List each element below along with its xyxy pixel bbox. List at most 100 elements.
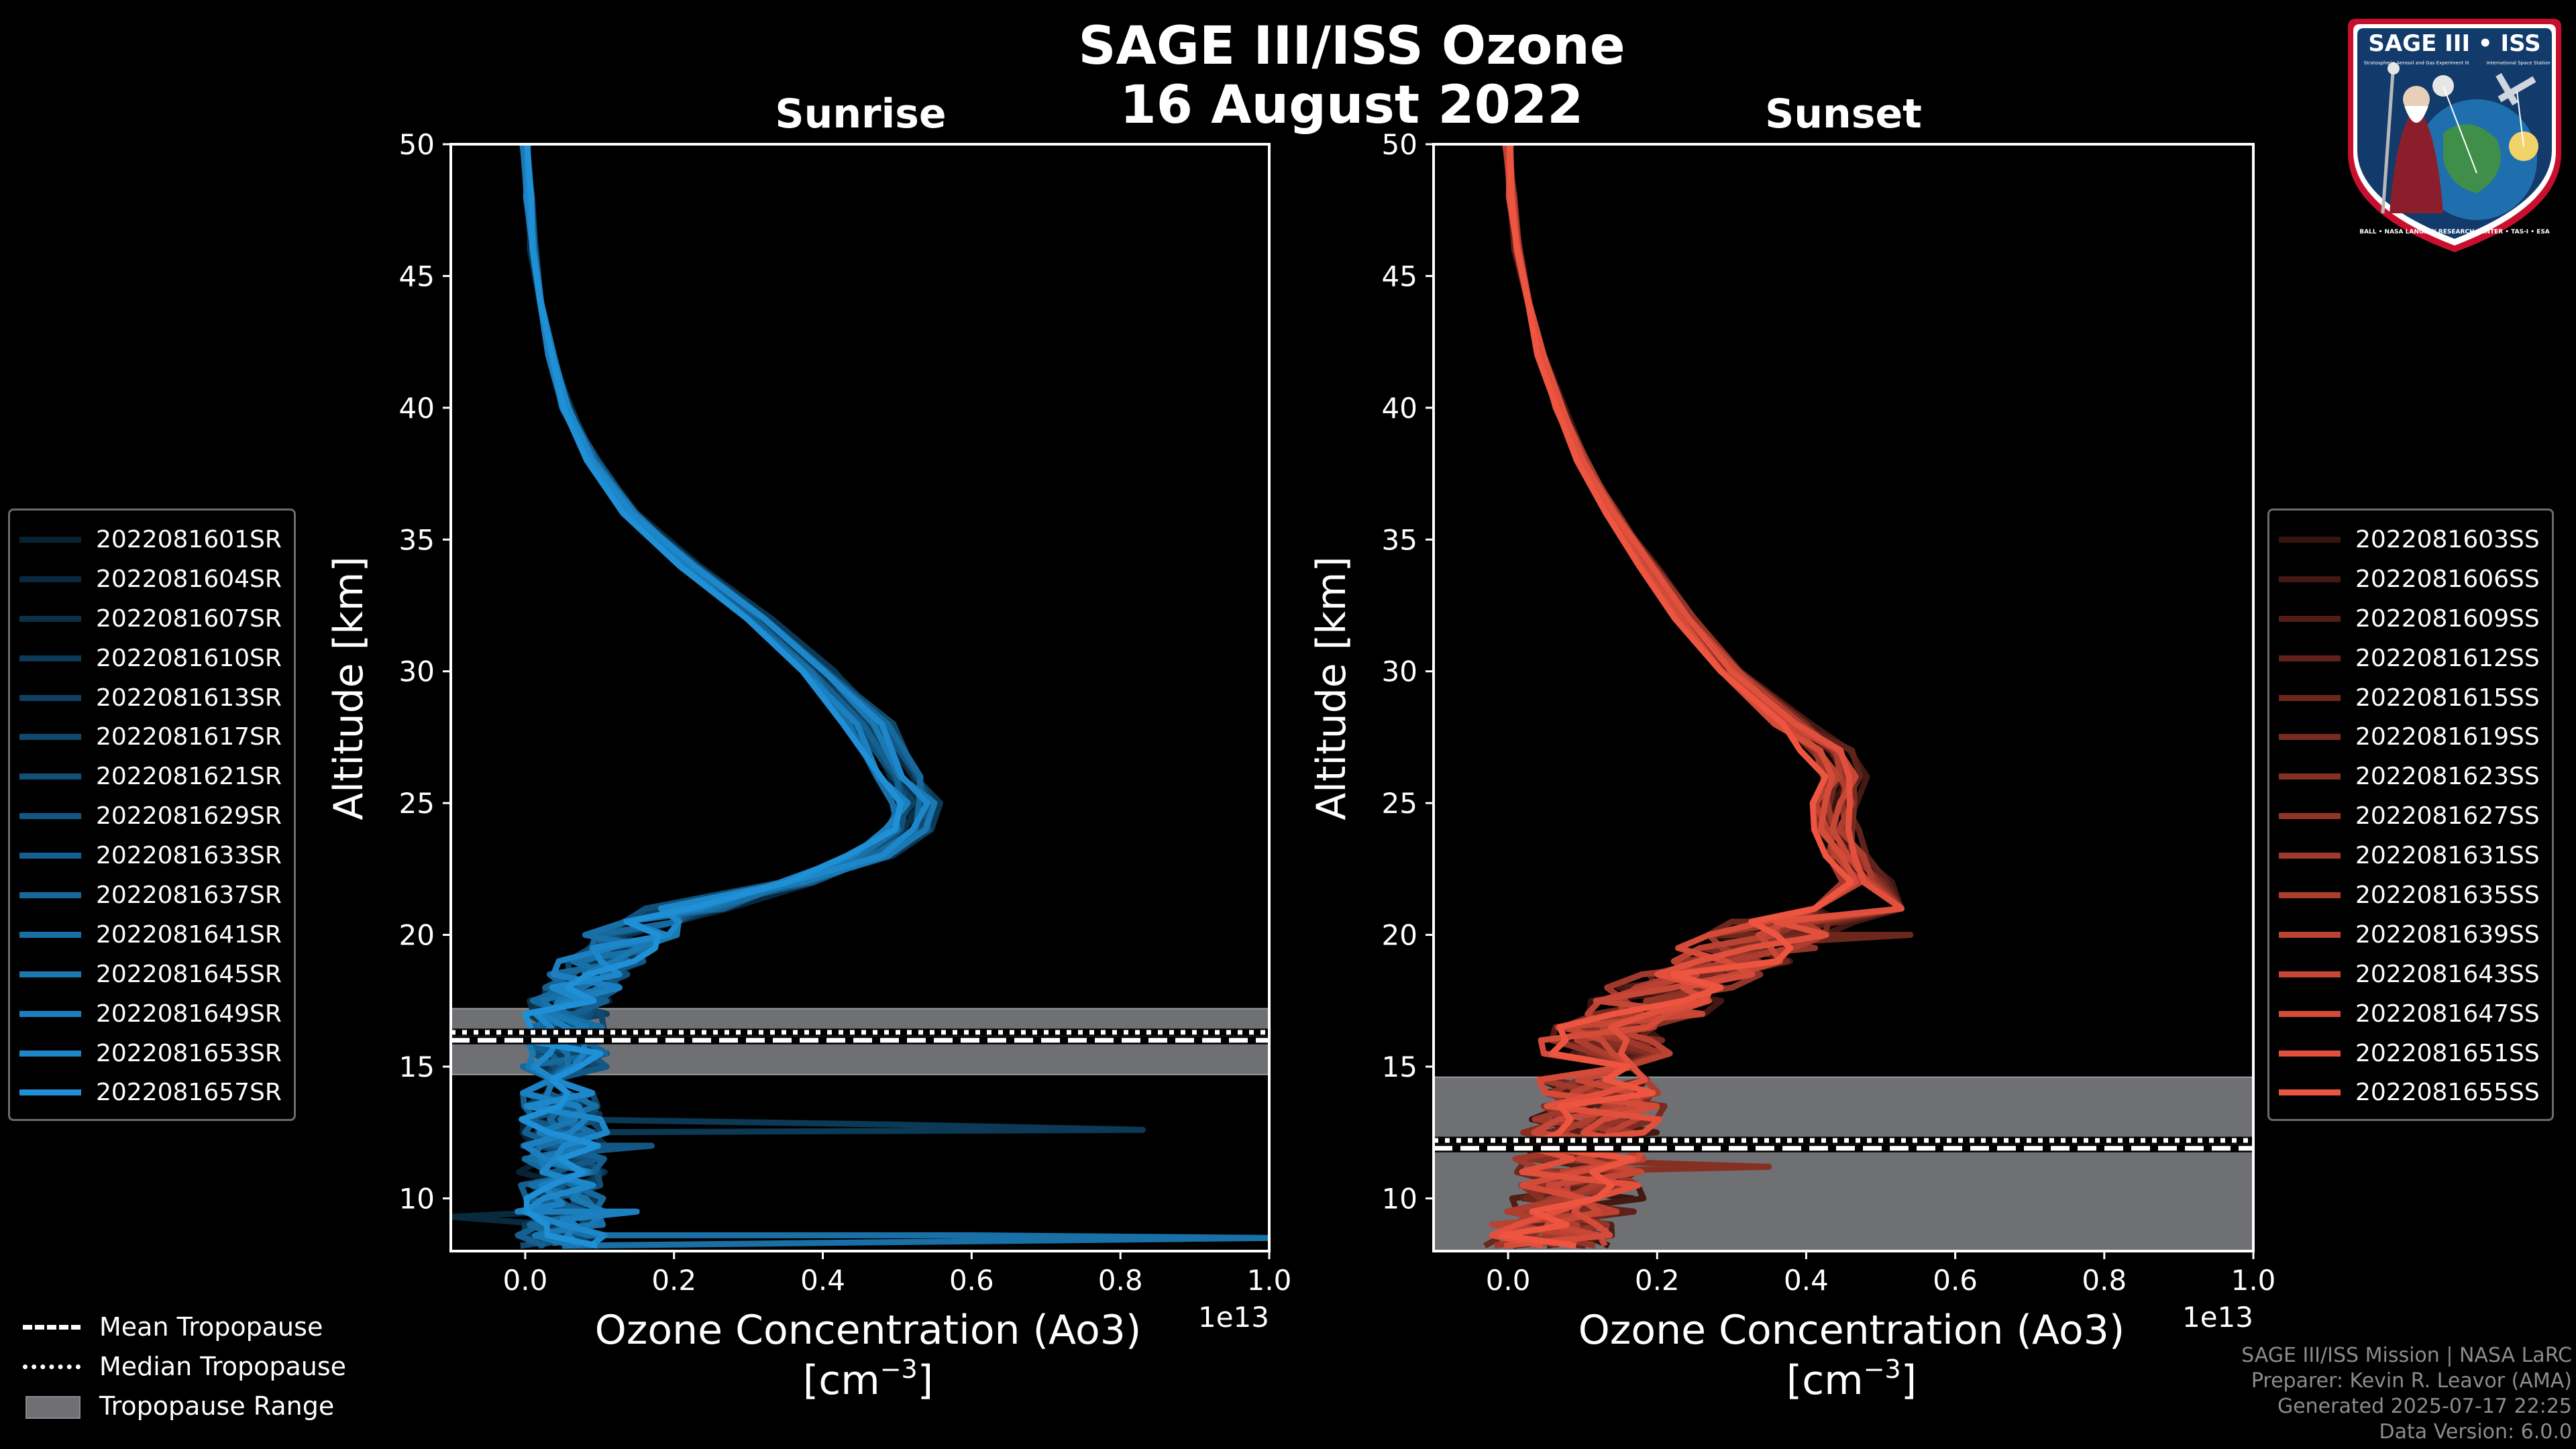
y-tick-label: 35: [1382, 523, 1417, 556]
legend-swatch: [2279, 931, 2341, 938]
legend-label: 2022081639SS: [2355, 920, 2540, 949]
tropopause-legend-median: Median Tropopause: [23, 1346, 346, 1386]
badge-ring-text: BALL • NASA LANGLEY RESEARCH CENTER • TA…: [2359, 229, 2550, 235]
legend-label: 2022081655SS: [2355, 1079, 2540, 1107]
legend-label: 2022081647SS: [2355, 1000, 2540, 1028]
legend-swatch: [19, 655, 81, 661]
y-tick-label: 10: [1382, 1182, 1417, 1215]
series-line-2022081651SS: [1489, 144, 1904, 1249]
legend-label: 2022081633SR: [96, 842, 282, 870]
credits: SAGE III/ISS Mission | NASA LaRC Prepare…: [2241, 1343, 2572, 1445]
legend-item-2022081612SS: 2022081612SS: [2279, 639, 2540, 678]
y-tick-label: 15: [1382, 1051, 1417, 1083]
legend-label: 2022081612SS: [2355, 644, 2540, 672]
legend-swatch: [2279, 773, 2341, 780]
tropopause-legend-range: Tropopause Range: [23, 1386, 346, 1426]
legend-item-2022081651SS: 2022081651SS: [2279, 1034, 2540, 1073]
tropopause-range-label: Tropopause Range: [99, 1391, 335, 1421]
legend-swatch: [19, 892, 81, 898]
plot-frame: [449, 143, 1271, 1252]
legend-swatch: [2279, 694, 2341, 701]
y-tick-label: 20: [399, 919, 435, 952]
y-tick-label: 30: [1382, 655, 1417, 688]
legend-label: 2022081641SR: [96, 920, 282, 949]
legend-item-2022081601SR: 2022081601SR: [19, 520, 282, 559]
legend-label: 2022081613SR: [96, 684, 282, 712]
tropopause-range-swatch: [23, 1395, 80, 1419]
legend-item-2022081653SR: 2022081653SR: [19, 1034, 282, 1073]
plot-area: [1434, 144, 2253, 1251]
y-tick-label: 10: [399, 1182, 435, 1215]
legend-swatch: [19, 1089, 81, 1096]
panel-title: Sunrise: [775, 91, 946, 138]
legend-label: 2022081610SR: [96, 644, 282, 672]
legend-swatch: [19, 536, 81, 543]
credits-mission: SAGE III/ISS Mission | NASA LaRC: [2241, 1344, 2572, 1367]
badge-subtitle-iss: International Space Station: [2486, 60, 2550, 66]
tropopause-legend-mean: Mean Tropopause: [23, 1307, 346, 1346]
legend-label: 2022081649SR: [96, 1000, 282, 1028]
y-tick-label: 20: [1382, 919, 1417, 952]
legend-item-2022081603SS: 2022081603SS: [2279, 520, 2540, 559]
legend-swatch: [19, 576, 81, 582]
legend-item-2022081633SR: 2022081633SR: [19, 836, 282, 875]
x-axis-label: Ozone Concentration (Ao3): [595, 1307, 1142, 1354]
sunset-panel: 0.0 0.2 0.4 0.6 0.8 1.0 10 15 20 25 30 35 40 45 50 Suns…: [1308, 91, 2275, 1404]
legend-label: 2022081657SR: [96, 1079, 282, 1107]
plot-frame: [1432, 143, 2255, 1252]
legend-item-2022081629SR: 2022081629SR: [19, 796, 282, 836]
y-tick-label: 50: [399, 128, 435, 161]
series-lines: [451, 144, 1269, 1249]
x-tick-label: 0.4: [1784, 1264, 1829, 1297]
legend-swatch: [19, 694, 81, 701]
legend-item-2022081637SR: 2022081637SR: [19, 875, 282, 915]
legend-label: 2022081643SS: [2355, 960, 2540, 988]
legend-swatch: [2279, 615, 2341, 622]
y-tick-label: 40: [399, 392, 435, 425]
legend-item-2022081627SS: 2022081627SS: [2279, 796, 2540, 836]
sunset-legend: 2022081603SS 2022081606SS 2022081609SS 2022…: [2267, 508, 2554, 1122]
legend-swatch: [19, 931, 81, 938]
legend-swatch: [2279, 1010, 2341, 1017]
legend-label: 2022081627SS: [2355, 802, 2540, 830]
legend-swatch: [19, 813, 81, 820]
legend-item-2022081610SR: 2022081610SR: [19, 639, 282, 678]
series-line-2022081655SS: [1499, 144, 1854, 1249]
legend-label: 2022081619SS: [2355, 723, 2540, 751]
x-offset-label: 1e13: [2182, 1301, 2253, 1334]
legend-item-2022081655SS: 2022081655SS: [2279, 1073, 2540, 1112]
legend-item-2022081641SR: 2022081641SR: [19, 915, 282, 955]
y-tick-label: 25: [399, 787, 435, 820]
legend-swatch: [19, 1010, 81, 1017]
legend-swatch: [2279, 536, 2341, 543]
legend-swatch: [2279, 734, 2341, 741]
legend-swatch: [2279, 971, 2341, 977]
tropopause-legend: Mean Tropopause Median Tropopause Tropop…: [23, 1307, 346, 1426]
sunrise-panel: 0.0 0.2 0.4 0.6 0.8 1.0 10 15 20 25 30 35 40 45 50 Sunr…: [325, 91, 1291, 1404]
median-tropopause-swatch: [23, 1356, 80, 1377]
y-axis-label: Altitude [km]: [325, 556, 372, 820]
credits-data-version: Data Version: 6.0.0: [2379, 1420, 2572, 1444]
legend-label: 2022081629SR: [96, 802, 282, 830]
legend-swatch: [19, 1050, 81, 1057]
legend-label: 2022081635SS: [2355, 881, 2540, 909]
series-line-2022081657SR: [519, 144, 904, 1249]
sage-iss-mission-badge: SAGE III • ISS Stratospheric Aerosol and…: [2348, 19, 2561, 252]
legend-item-2022081607SR: 2022081607SR: [19, 599, 282, 639]
y-tick-label: 25: [1382, 787, 1417, 820]
legend-label: 2022081606SS: [2355, 565, 2540, 593]
legend-item-2022081647SS: 2022081647SS: [2279, 994, 2540, 1034]
legend-swatch: [19, 734, 81, 741]
y-tick-label: 35: [399, 523, 435, 556]
legend-item-2022081649SR: 2022081649SR: [19, 994, 282, 1034]
legend-item-2022081639SS: 2022081639SS: [2279, 915, 2540, 955]
legend-swatch: [19, 853, 81, 859]
legend-item-2022081606SS: 2022081606SS: [2279, 559, 2540, 599]
y-tick-label: 50: [1382, 128, 1417, 161]
x-tick-label: 0.4: [800, 1264, 845, 1297]
legend-label: 2022081603SS: [2355, 525, 2540, 553]
legend-label: 2022081645SR: [96, 960, 282, 988]
legend-swatch: [2279, 1089, 2341, 1096]
panel-title: Sunset: [1765, 91, 1922, 138]
